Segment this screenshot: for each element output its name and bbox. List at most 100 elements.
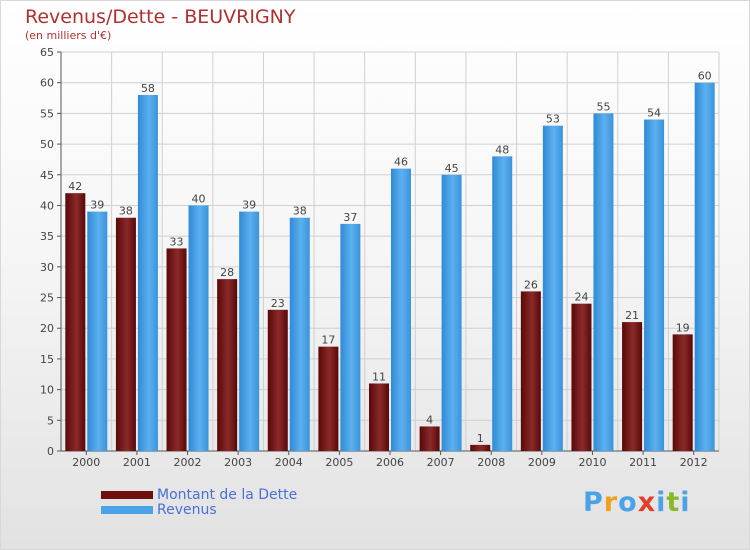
bar-debt xyxy=(65,193,86,451)
bar-revenue xyxy=(593,113,614,451)
logo-letter: t xyxy=(666,487,681,518)
y-tick-label: 15 xyxy=(40,353,54,366)
data-label-revenue: 39 xyxy=(242,199,256,212)
proxiti-logo: Proxiti xyxy=(583,487,691,518)
bar-revenue xyxy=(137,94,158,451)
data-label-revenue: 46 xyxy=(394,156,408,169)
chart-title: Revenus/Dette - BEUVRIGNY xyxy=(25,6,296,28)
legend: Montant de la Dette Revenus xyxy=(101,486,298,518)
x-tick-label: 2003 xyxy=(224,456,252,469)
y-tick-label: 0 xyxy=(47,445,54,458)
data-label-revenue: 39 xyxy=(90,199,104,212)
y-tick-label: 20 xyxy=(40,322,54,335)
data-label-revenue: 54 xyxy=(647,107,661,120)
data-label-revenue: 38 xyxy=(293,205,307,218)
data-label-debt: 42 xyxy=(68,180,82,193)
bar-revenue xyxy=(644,119,665,452)
legend-item-revenue: Revenus xyxy=(101,501,297,518)
data-label-debt: 21 xyxy=(625,309,639,322)
x-tick-label: 2007 xyxy=(427,456,455,469)
grid xyxy=(60,51,720,452)
legend-item-debt: Montant de la Dette xyxy=(101,486,298,503)
legend-label-debt: Montant de la Dette xyxy=(157,486,298,503)
data-label-debt: 17 xyxy=(321,334,335,347)
y-tick-label: 60 xyxy=(40,77,54,90)
bar-debt xyxy=(267,309,288,451)
bar-revenue xyxy=(492,156,513,451)
data-label-revenue: 60 xyxy=(698,70,712,83)
data-label-revenue: 53 xyxy=(546,113,560,126)
data-label-debt: 33 xyxy=(170,235,184,248)
y-tick-label: 35 xyxy=(40,230,54,243)
bar-revenue xyxy=(87,211,108,451)
bar-revenue xyxy=(239,211,260,451)
logo-letter: o xyxy=(618,487,638,518)
y-tick-label: 55 xyxy=(40,107,54,120)
data-label-debt: 1 xyxy=(477,432,484,445)
data-label-revenue: 40 xyxy=(192,192,206,205)
bar-debt xyxy=(217,279,238,451)
x-tick-label: 2008 xyxy=(477,456,505,469)
bars xyxy=(65,82,715,452)
bar-revenue xyxy=(289,217,310,451)
bar-revenue xyxy=(391,168,411,451)
bar-debt xyxy=(318,346,339,451)
bar-revenue xyxy=(188,205,209,451)
y-tick-label: 25 xyxy=(40,292,54,305)
data-label-debt: 23 xyxy=(271,297,285,310)
x-tick-label: 2012 xyxy=(680,456,708,469)
data-label-debt: 11 xyxy=(372,370,386,383)
data-label-revenue: 37 xyxy=(343,211,357,224)
x-tick-label: 2002 xyxy=(174,456,202,469)
bar-debt xyxy=(571,303,592,451)
logo-letter: i xyxy=(656,487,667,518)
bar-revenue xyxy=(694,82,715,451)
legend-swatch-debt xyxy=(101,490,153,499)
y-tick-label: 10 xyxy=(40,384,54,397)
y-tick-label: 30 xyxy=(40,261,54,274)
bar-debt xyxy=(470,444,491,451)
data-label-debt: 4 xyxy=(426,413,433,426)
data-label-revenue: 48 xyxy=(495,143,509,156)
bar-debt xyxy=(419,426,440,451)
y-tick-label: 50 xyxy=(40,138,54,151)
logo-letter: P xyxy=(583,487,604,518)
bar-debt xyxy=(115,217,136,451)
data-label-revenue: 58 xyxy=(141,82,155,95)
data-label-debt: 19 xyxy=(676,321,690,334)
bar-debt xyxy=(166,248,187,451)
data-label-revenue: 55 xyxy=(596,100,610,113)
legend-label-revenue: Revenus xyxy=(157,501,217,518)
logo-letter: r xyxy=(603,487,619,518)
y-tick-label: 45 xyxy=(40,169,54,182)
x-tick-label: 2006 xyxy=(376,456,404,469)
x-tick-label: 2004 xyxy=(275,456,303,469)
data-label-revenue: 45 xyxy=(445,162,459,175)
bar-debt xyxy=(622,322,643,451)
axes: 0 5 10 15 20 25 30 35 40 45 50 55 60 65 2000 2001 2002 20… xyxy=(40,46,719,469)
chart-subtitle: (en milliers d'€) xyxy=(25,29,112,42)
x-tick-label: 2010 xyxy=(578,456,606,469)
y-tick-label: 5 xyxy=(47,414,54,427)
bar-revenue xyxy=(441,174,462,451)
bar-revenue xyxy=(340,223,361,451)
bar-revenue xyxy=(542,125,563,452)
data-labels: 42 38 33 28 23 17 11 4 1 26 24 21 19 39 58 40 39 38 37 46 45… xyxy=(68,70,711,445)
x-tick-label: 2005 xyxy=(325,456,353,469)
y-tick-label: 40 xyxy=(40,199,54,212)
x-tick-label: 2009 xyxy=(528,456,556,469)
data-label-debt: 38 xyxy=(119,205,133,218)
bar-debt xyxy=(369,383,389,451)
data-label-debt: 26 xyxy=(524,278,538,291)
x-tick-label: 2001 xyxy=(123,456,151,469)
bar-debt xyxy=(672,334,693,451)
x-tick-label: 2000 xyxy=(72,456,100,469)
logo-letter: i xyxy=(680,487,691,518)
legend-swatch-revenue xyxy=(101,505,153,514)
data-label-debt: 28 xyxy=(220,266,234,279)
bar-debt xyxy=(520,291,541,451)
y-tick-label: 65 xyxy=(40,46,54,59)
data-label-debt: 24 xyxy=(574,291,588,304)
